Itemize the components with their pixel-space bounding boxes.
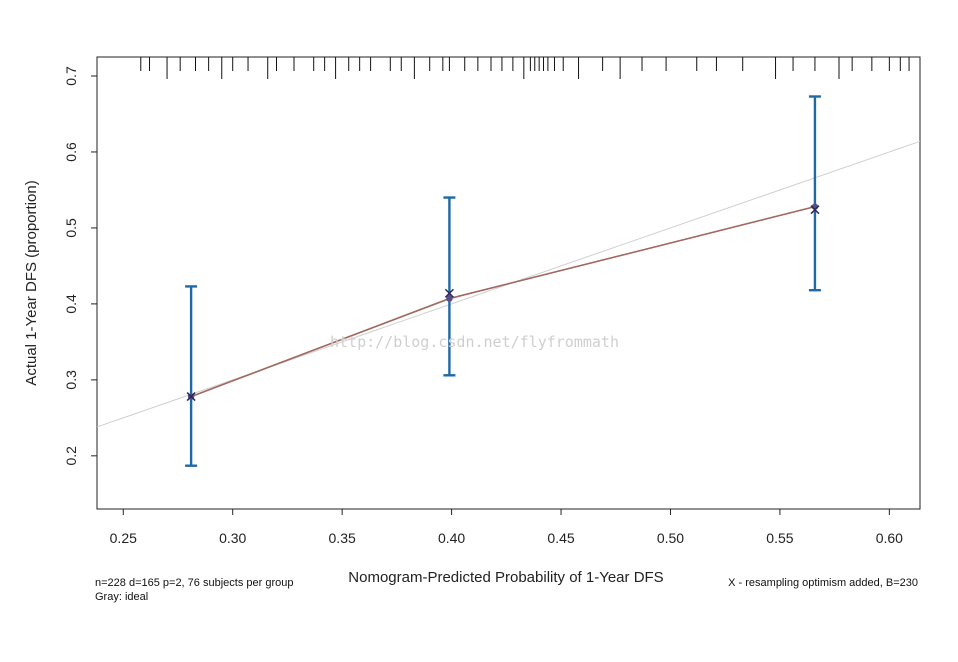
y-tick-label-5: 0.7: [63, 66, 79, 86]
y-tick-label-3: 0.5: [63, 218, 79, 238]
corrected-point-0: [186, 392, 196, 402]
error-bars: [185, 95, 821, 467]
watermark: http://blog.csdn.net/flyfrommath: [330, 333, 619, 351]
x-tick-label-1: 0.30: [219, 530, 246, 546]
x-axis-label: Nomogram-Predicted Probability of 1-Year…: [348, 569, 663, 586]
footnote-resampling: X - resampling optimism added, B=230: [728, 577, 918, 589]
data-points: [186, 203, 820, 402]
apparent-point-1: [446, 295, 453, 302]
footnote-ideal: Gray: ideal: [95, 591, 148, 603]
x-tick-label-2: 0.35: [329, 530, 356, 546]
y-tick-label-4: 0.6: [63, 142, 79, 162]
y-tick-label-1: 0.3: [63, 370, 79, 390]
apparent-line-group: [190, 205, 816, 398]
corrected-point-2: [810, 205, 820, 215]
apparent-line: [190, 205, 816, 398]
footnote-summary: n=228 d=165 p=2, 76 subjects per group: [95, 577, 293, 589]
y-tick-label-2: 0.4: [63, 294, 79, 314]
rug-ticks: [140, 57, 910, 79]
x-axis: 0.25 0.30 0.35 0.40 0.45 0.50 0.55 0.60: [110, 509, 903, 546]
x-tick-label-4: 0.45: [547, 530, 574, 546]
x-tick-label-5: 0.50: [657, 530, 684, 546]
y-axis: 0.2 0.3 0.4 0.5 0.6 0.7: [63, 66, 97, 466]
x-tick-label-7: 0.60: [876, 530, 903, 546]
y-axis-label: Actual 1-Year DFS (proportion): [23, 180, 40, 385]
plot-frame: [96, 56, 921, 510]
x-tick-label-6: 0.55: [766, 530, 793, 546]
x-tick-label-3: 0.40: [438, 530, 465, 546]
corrected-point-1: [444, 288, 454, 298]
x-tick-label-0: 0.25: [110, 530, 137, 546]
y-tick-label-0: 0.2: [63, 446, 79, 466]
